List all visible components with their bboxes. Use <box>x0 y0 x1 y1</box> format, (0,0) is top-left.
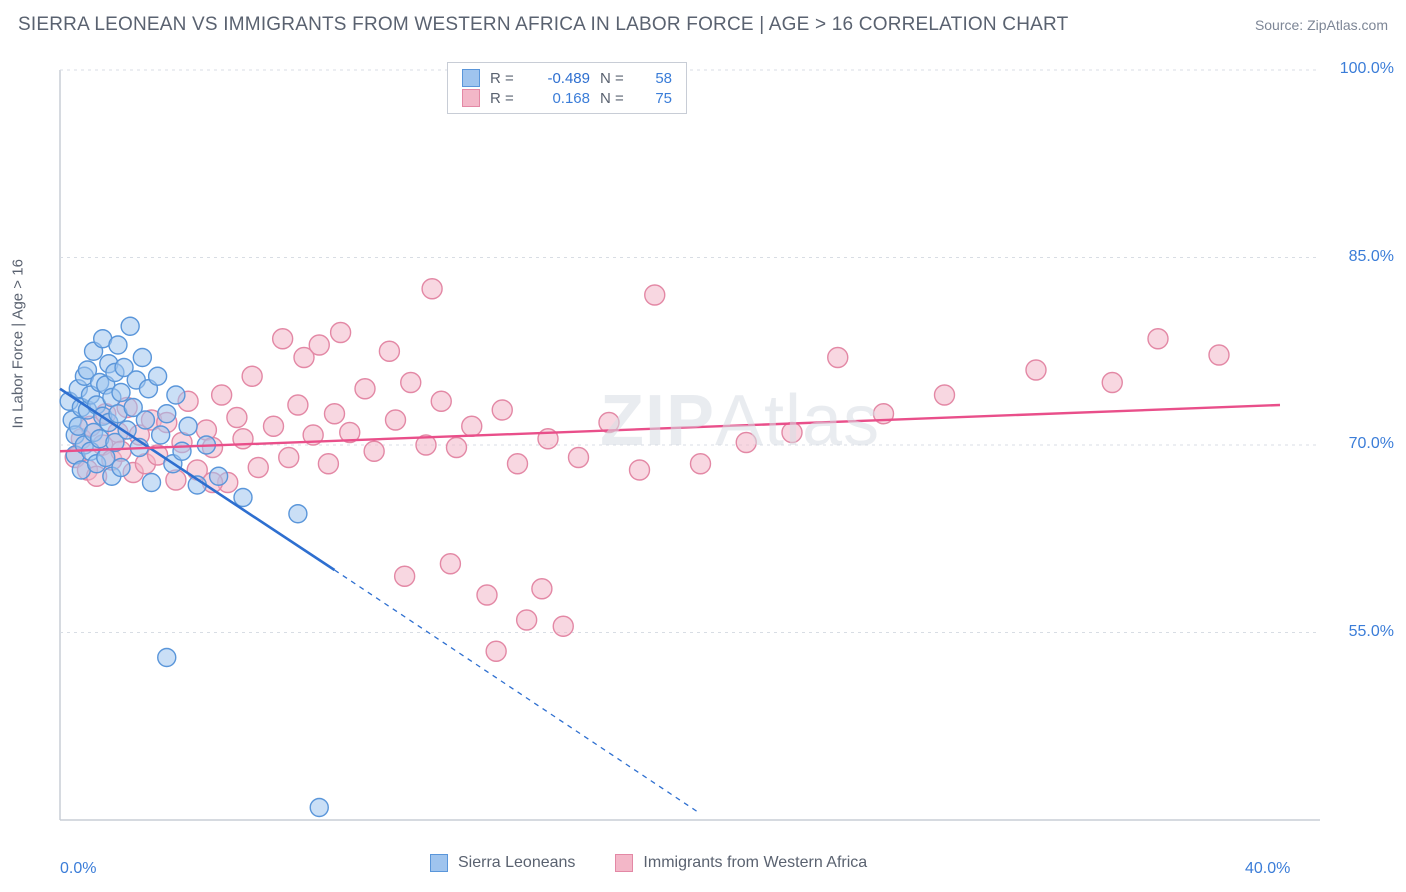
stat-label: R = <box>490 90 520 107</box>
x-tick-label: 0.0% <box>60 860 96 878</box>
y-axis-label: In Labor Force | Age > 16 <box>10 259 27 428</box>
swatch-icon <box>430 854 448 872</box>
r-value: -0.489 <box>530 70 590 87</box>
stat-label: N = <box>600 70 632 87</box>
legend-item-0: Sierra Leoneans <box>430 854 575 872</box>
y-tick-label: 55.0% <box>1349 623 1394 641</box>
stats-row-series-0: R = -0.489 N = 58 <box>462 69 672 87</box>
swatch-icon <box>462 69 480 87</box>
legend: Sierra Leoneans Immigrants from Western … <box>430 854 867 872</box>
y-tick-label: 100.0% <box>1340 60 1394 78</box>
x-tick-label: 40.0% <box>1245 860 1290 878</box>
correlation-stats-box: R = -0.489 N = 58 R = 0.168 N = 75 <box>447 62 687 114</box>
n-value: 75 <box>642 90 672 107</box>
swatch-icon <box>462 89 480 107</box>
r-value: 0.168 <box>530 90 590 107</box>
n-value: 58 <box>642 70 672 87</box>
legend-label: Sierra Leoneans <box>458 854 575 872</box>
y-tick-label: 85.0% <box>1349 248 1394 266</box>
chart-plot-area <box>50 60 1340 830</box>
stat-label: R = <box>490 70 520 87</box>
stat-label: N = <box>600 90 632 107</box>
stats-row-series-1: R = 0.168 N = 75 <box>462 89 672 107</box>
scatter-svg <box>50 60 1340 830</box>
source-attribution: Source: ZipAtlas.com <box>1255 17 1388 33</box>
legend-label: Immigrants from Western Africa <box>643 854 867 872</box>
chart-title: SIERRA LEONEAN VS IMMIGRANTS FROM WESTER… <box>18 14 1068 36</box>
y-tick-label: 70.0% <box>1349 435 1394 453</box>
legend-item-1: Immigrants from Western Africa <box>615 854 867 872</box>
swatch-icon <box>615 854 633 872</box>
